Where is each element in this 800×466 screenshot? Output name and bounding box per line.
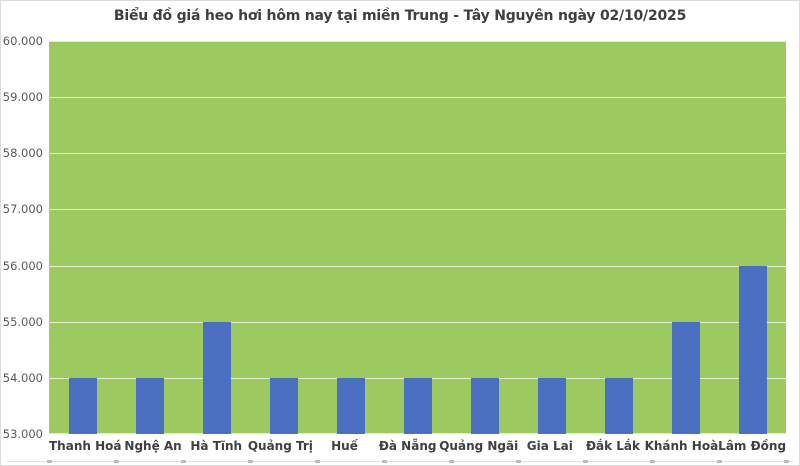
gridline <box>49 266 786 267</box>
y-tick-label: 58.000 <box>2 146 43 160</box>
y-tick-label: 56.000 <box>2 259 43 273</box>
y-tick-label: 57.000 <box>2 202 43 216</box>
x-category-label: Lâm Đồng <box>718 439 787 453</box>
bar-Thanh Hoá <box>68 378 97 434</box>
bar-slot <box>317 41 384 434</box>
axis-tick <box>47 460 52 463</box>
gridline <box>49 153 786 154</box>
bar-Gia Lai <box>537 378 566 434</box>
bar-Huế <box>336 378 365 434</box>
bar-slot <box>451 41 518 434</box>
bar-Lâm Đồng <box>738 266 767 434</box>
gridline <box>49 322 786 323</box>
bottom-axis-line <box>7 461 793 462</box>
x-category-label: Đà Nẵng <box>378 439 437 453</box>
y-tick-label: 53.000 <box>2 427 43 441</box>
bar-slot <box>518 41 585 434</box>
axis-tick <box>650 460 655 463</box>
bar-slot <box>49 41 116 434</box>
x-category-label: Khánh Hoà <box>644 439 719 453</box>
x-category-label: Huế <box>331 439 358 453</box>
bar-Hà Tĩnh <box>202 322 231 434</box>
gridline <box>49 41 786 42</box>
y-tick-label: 59.000 <box>2 90 43 104</box>
x-category-label: Hà Tĩnh <box>190 439 243 453</box>
axis-tick <box>583 460 588 463</box>
x-category-label: Thanh Hoá <box>49 439 122 453</box>
y-tick-label: 54.000 <box>2 371 43 385</box>
x-axis: Thanh Hoá Nghệ An Hà Tĩnh Quảng Trị Huế Đà Nẵ… <box>49 439 786 459</box>
bar-slot <box>250 41 317 434</box>
chart-title: Biểu đồ giá heo hơi hôm nay tại miền Tru… <box>113 8 687 24</box>
y-tick-label: 60.000 <box>2 34 43 48</box>
bar-slot <box>585 41 652 434</box>
bar-series <box>49 41 786 434</box>
x-category-label: Đắk Lắk <box>585 439 641 453</box>
gridline <box>49 209 786 210</box>
bar-Nghệ An <box>135 378 164 434</box>
bar-Quảng Ngãi <box>470 378 499 434</box>
gridline <box>49 97 786 98</box>
bar-slot <box>183 41 250 434</box>
x-category-label: Nghệ An <box>124 439 182 453</box>
axis-tick <box>382 460 387 463</box>
bar-Quảng Trị <box>269 378 298 434</box>
bar-Đà Nẵng <box>403 378 432 434</box>
bar-slot <box>384 41 451 434</box>
axis-tick <box>449 460 454 463</box>
axis-tick <box>717 460 722 463</box>
bar-slot <box>719 41 786 434</box>
y-tick-label: 55.000 <box>2 315 43 329</box>
bar-Khánh Hoà <box>671 322 700 434</box>
x-category-label: Quảng Trị <box>247 439 313 453</box>
axis-tick <box>114 460 119 463</box>
x-category-label: Quảng Ngãi <box>439 439 519 453</box>
plot-area <box>49 41 786 434</box>
x-category-label: Gia Lai <box>526 439 573 453</box>
axis-tick <box>516 460 521 463</box>
bar-slot <box>652 41 719 434</box>
axis-tick <box>315 460 320 463</box>
axis-tick <box>784 460 789 463</box>
bar-slot <box>116 41 183 434</box>
bar-Đắk Lắk <box>604 378 633 434</box>
axis-tick <box>248 460 253 463</box>
axis-tick <box>181 460 186 463</box>
